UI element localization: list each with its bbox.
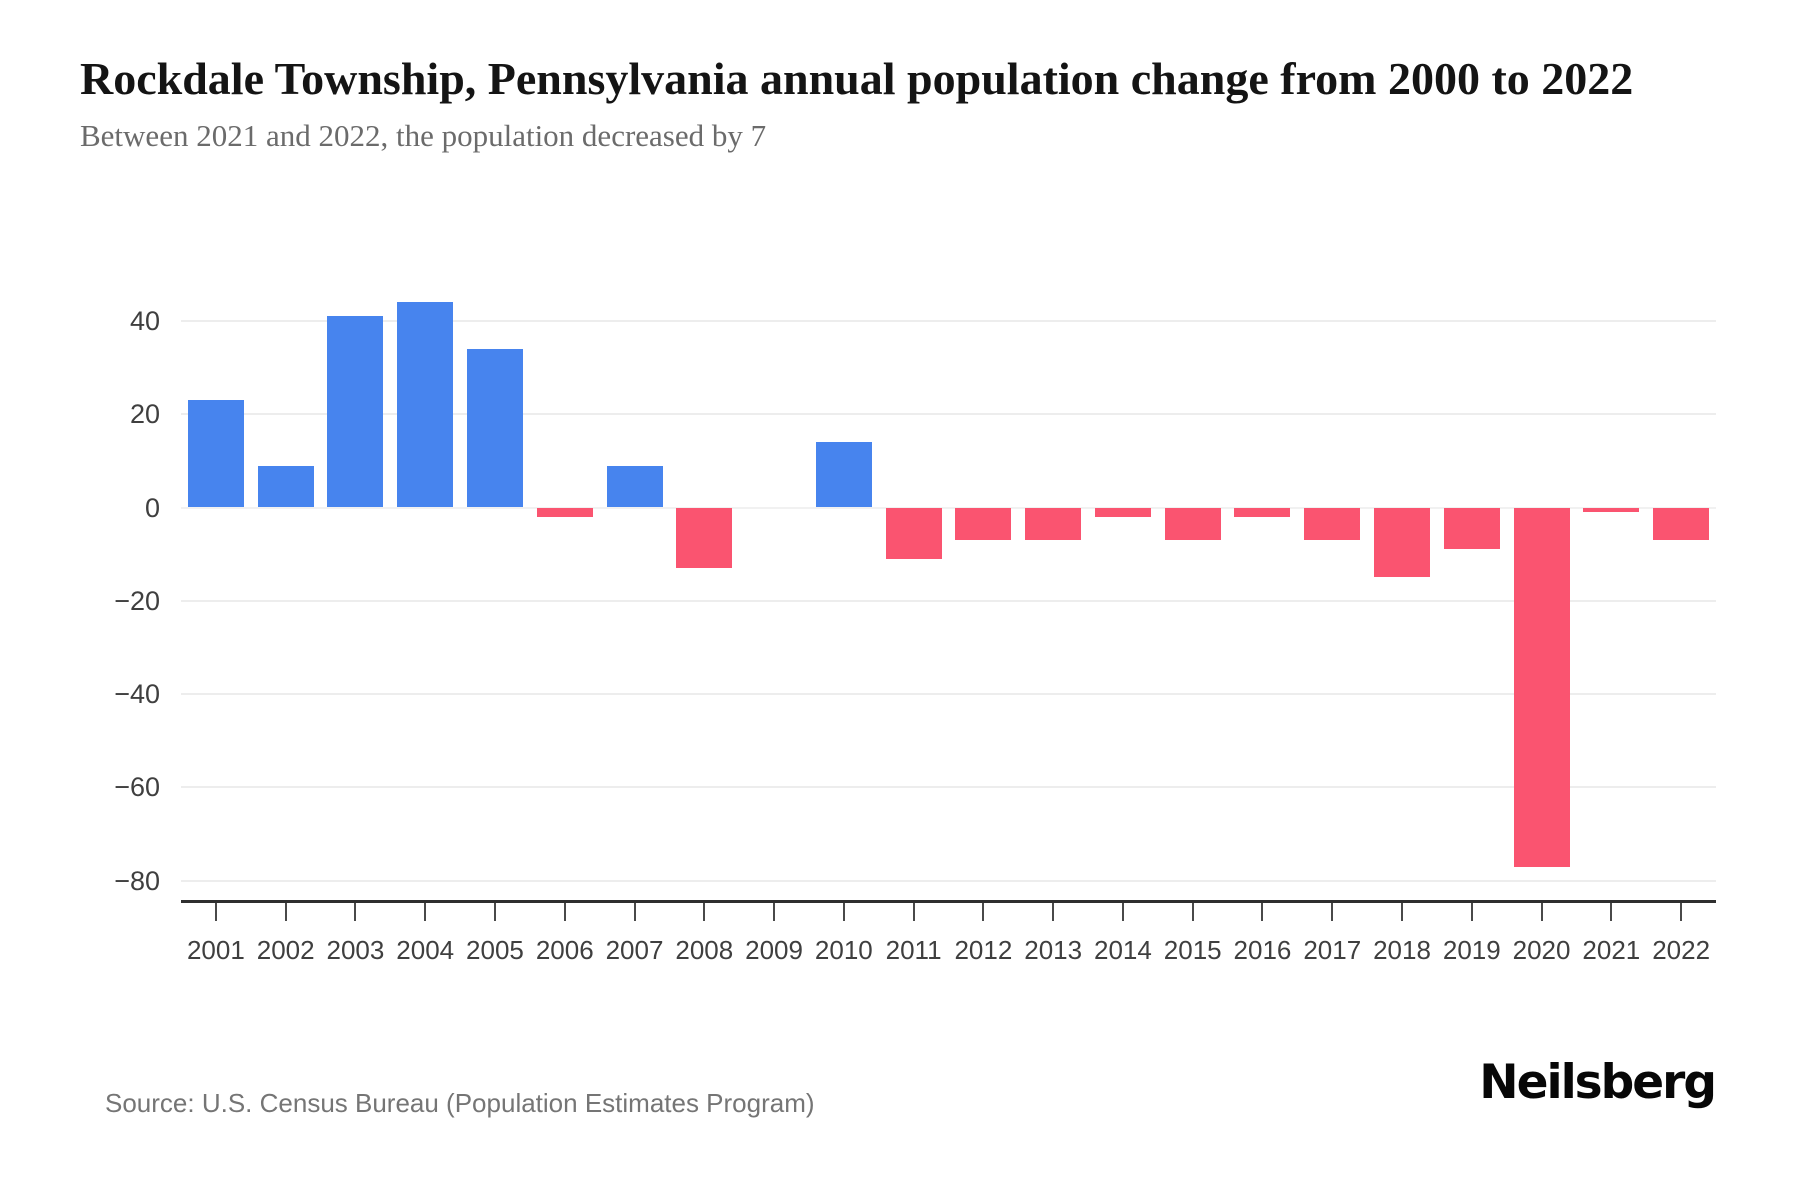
- x-axis-label-2005: 2005: [466, 935, 524, 965]
- x-axis-tick: [214, 903, 217, 921]
- x-axis-tick: [982, 903, 985, 921]
- gridline-y--40: [181, 693, 1716, 696]
- bar-2005[interactable]: [466, 348, 523, 508]
- bar-2003[interactable]: [327, 316, 384, 508]
- gridline-y--80: [181, 879, 1716, 882]
- x-axis-tick: [773, 903, 776, 921]
- y-axis-tick-label: −60: [114, 772, 160, 803]
- bar-2008[interactable]: [676, 507, 733, 569]
- bar-2007[interactable]: [606, 465, 663, 508]
- x-axis-label-2020: 2020: [1512, 935, 1571, 965]
- x-axis-label-2013: 2013: [1024, 935, 1083, 965]
- x-axis-tick: [1610, 903, 1613, 921]
- x-axis-label-2009: 2009: [745, 935, 803, 965]
- y-axis-tick-label: 0: [144, 492, 160, 523]
- gridline-y-0: [181, 506, 1716, 509]
- bar-2012[interactable]: [955, 507, 1012, 541]
- x-axis-tick: [284, 903, 287, 921]
- bar-2018[interactable]: [1374, 507, 1431, 578]
- gridline-y-40: [181, 319, 1716, 322]
- x-axis-label-2022: 2022: [1652, 935, 1711, 965]
- y-axis-tick-label: 40: [129, 305, 160, 336]
- bar-2022[interactable]: [1653, 507, 1710, 541]
- bar-2017[interactable]: [1304, 507, 1361, 541]
- y-axis-tick-label: −20: [114, 585, 160, 616]
- x-axis-label-2011: 2011: [885, 935, 942, 965]
- x-axis-tick: [1191, 903, 1194, 921]
- x-axis-tick: [1052, 903, 1055, 921]
- x-axis-label-2010: 2010: [814, 935, 873, 965]
- chart-title: Rockdale Township, Pennsylvania annual p…: [80, 53, 1634, 104]
- x-axis-tick: [424, 903, 427, 921]
- bar-2010[interactable]: [815, 442, 872, 508]
- x-axis-label-2014: 2014: [1094, 935, 1152, 965]
- x-axis-tick: [1261, 903, 1264, 921]
- x-axis-label-2015: 2015: [1163, 935, 1222, 965]
- bar-2006[interactable]: [536, 507, 593, 517]
- y-axis-tick-label: 20: [129, 399, 160, 430]
- bar-2021[interactable]: [1583, 507, 1640, 513]
- x-axis-label-2006: 2006: [535, 935, 594, 965]
- x-axis-label-2008: 2008: [675, 935, 734, 965]
- x-axis-tick: [633, 903, 636, 921]
- bar-2015[interactable]: [1164, 507, 1221, 541]
- bar-2013[interactable]: [1025, 507, 1082, 541]
- x-axis-label-2017: 2017: [1303, 935, 1362, 965]
- gridline-y--60: [181, 786, 1716, 789]
- x-axis-label-2003: 2003: [326, 935, 385, 965]
- x-axis-label-2004: 2004: [396, 935, 455, 965]
- x-axis-line: [181, 900, 1716, 903]
- y-axis-tick-label: −40: [114, 679, 160, 710]
- x-axis-tick: [1470, 903, 1473, 921]
- chart-subtitle: Between 2021 and 2022, the population de…: [80, 118, 767, 153]
- x-axis-label-2021: 2021: [1582, 935, 1641, 965]
- bar-2011[interactable]: [885, 507, 942, 559]
- bar-2019[interactable]: [1443, 507, 1500, 550]
- x-axis-label-2019: 2019: [1442, 935, 1501, 965]
- x-axis-label-2012: 2012: [954, 935, 1013, 965]
- y-axis-tick-label: −80: [114, 865, 160, 896]
- x-axis-tick: [1680, 903, 1683, 921]
- x-axis-tick: [493, 903, 496, 921]
- x-axis-tick: [703, 903, 706, 921]
- bar-2001[interactable]: [187, 400, 244, 508]
- x-axis-tick: [1121, 903, 1124, 921]
- x-axis-label-2016: 2016: [1233, 935, 1292, 965]
- bar-2002[interactable]: [257, 465, 314, 508]
- gridline-y--20: [181, 599, 1716, 602]
- x-axis-label-2001: 2001: [186, 935, 245, 965]
- x-axis-tick: [1540, 903, 1543, 921]
- x-axis-tick: [912, 903, 915, 921]
- x-axis-label-2002: 2002: [256, 935, 315, 965]
- bar-chart-plot-area: 40 20 0 −20 −40 −60 −80 2001 2002 2003 2004 2005 200…: [114, 302, 1716, 965]
- x-axis-tick: [842, 903, 845, 921]
- bar-2020[interactable]: [1513, 507, 1570, 867]
- x-axis-tick: [1331, 903, 1334, 921]
- source-attribution: Source: U.S. Census Bureau (Population E…: [105, 1088, 815, 1118]
- bar-2014[interactable]: [1094, 507, 1151, 517]
- x-axis-tick: [563, 903, 566, 921]
- bar-2004[interactable]: [397, 302, 454, 508]
- gridline-y-20: [181, 413, 1716, 416]
- neilsberg-logo: Neilsberg: [1479, 1055, 1717, 1110]
- x-axis-tick: [354, 903, 357, 921]
- x-axis-label-2007: 2007: [605, 935, 664, 965]
- bar-2016[interactable]: [1234, 507, 1291, 517]
- x-axis-tick: [1401, 903, 1404, 921]
- x-axis-label-2018: 2018: [1373, 935, 1431, 965]
